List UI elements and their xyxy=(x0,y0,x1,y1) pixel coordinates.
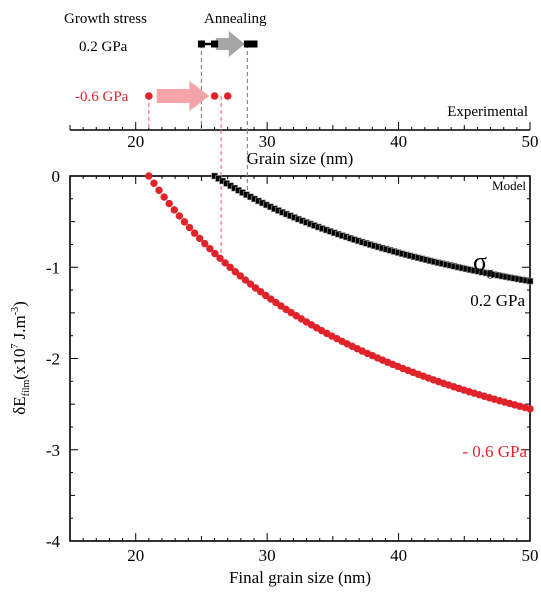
top-x-tick-label: 40 xyxy=(390,132,407,151)
annealing-label: Annealing xyxy=(204,11,267,27)
model-point-neg-0-6 xyxy=(526,405,534,413)
model-point-neg-0-6 xyxy=(241,276,250,284)
model-point-neg-0-6 xyxy=(231,268,239,276)
annealing-arrow xyxy=(215,31,245,57)
growth-stress-label: Growth stress xyxy=(64,11,147,27)
top-series-label-0-2: 0.2 GPa xyxy=(79,39,128,55)
bottom-x-tick-label: 50 xyxy=(522,546,539,565)
model-point-neg-0-6 xyxy=(226,263,234,272)
y-label-close: ) xyxy=(10,301,29,307)
bottom-x-tick-label: 30 xyxy=(259,546,276,565)
model-point-neg-0-6 xyxy=(246,280,255,288)
model-point-neg-0-6 xyxy=(206,244,214,253)
top-guide-lines xyxy=(148,44,249,130)
model-point-neg-0-6 xyxy=(256,288,265,296)
model-point-neg-0-6 xyxy=(251,284,260,292)
model-point-neg-0-6 xyxy=(180,218,189,226)
annealing-arrow xyxy=(156,81,210,111)
model-point-neg-0-6 xyxy=(236,272,245,280)
top-point xyxy=(145,92,153,100)
model-point-neg-0-6 xyxy=(145,172,153,180)
bottom-y-axis-label: δEfilm(x107 J.m-3) xyxy=(10,301,32,415)
y-label-base: δE xyxy=(10,396,29,414)
bottom-x-axis-label: Final grain size (nm) xyxy=(229,568,371,587)
model-point-neg-0-6 xyxy=(165,199,173,208)
bottom-y-tick-label: 0 xyxy=(52,167,61,186)
model-point-neg-0-6 xyxy=(195,234,204,243)
top-point xyxy=(223,92,232,100)
top-point xyxy=(210,92,219,100)
y-label-sup: 7 xyxy=(10,344,21,349)
model-point-neg-0-6 xyxy=(155,186,163,194)
bottom-series-label-neg-0-6: - 0.6 GPa xyxy=(462,442,527,461)
bottom-y-tick-label: -4 xyxy=(46,532,61,551)
bottom-guide-lines xyxy=(220,130,249,260)
top-panel: 20 30 40 50 Growth stress Annealing 0.2 GPa… xyxy=(64,11,539,168)
sigma-symbol: σ xyxy=(473,247,487,276)
y-label-unit-sup: -3 xyxy=(10,307,21,315)
model-point-neg-0-6 xyxy=(150,179,158,187)
bottom-data-points xyxy=(145,172,534,413)
bottom-x-tick-label: 20 xyxy=(127,546,144,565)
model-point-neg-0-6 xyxy=(216,254,224,262)
bottom-y-tick-label: -1 xyxy=(46,258,60,277)
bottom-axis-ticks: 20 30 40 50 0 -1 -2 -3 -4 xyxy=(46,167,539,565)
top-x-tick-label: 50 xyxy=(522,132,539,151)
model-point-neg-0-6 xyxy=(211,249,219,258)
bottom-series-label-0-2: 0.2 GPa xyxy=(470,291,525,310)
top-x-tick-label: 30 xyxy=(259,132,276,151)
bottom-x-tick-label: 40 xyxy=(390,546,407,565)
bottom-y-tick-label: -3 xyxy=(46,441,60,460)
model-point-0-2 xyxy=(526,277,534,285)
model-point-neg-0-6 xyxy=(175,212,184,220)
top-data-points xyxy=(145,40,258,100)
top-annealing-arrows xyxy=(156,31,245,111)
model-point-neg-0-6 xyxy=(170,206,178,214)
top-series-label-neg-0-6: -0.6 GPa xyxy=(75,89,129,105)
model-point-neg-0-6 xyxy=(221,259,229,267)
y-label-mid: (x10 xyxy=(10,349,29,380)
sigma-g-legend: σg xyxy=(473,247,494,279)
model-point-neg-0-6 xyxy=(190,229,199,237)
bottom-plot-frame xyxy=(69,175,531,542)
y-label-sub: film xyxy=(21,380,32,397)
y-label-unit: J.m xyxy=(10,315,29,343)
top-x-axis-label: Grain size (nm) xyxy=(247,149,354,168)
model-label: Model xyxy=(492,178,526,193)
top-x-tick-label: 20 xyxy=(127,132,144,151)
model-point-neg-0-6 xyxy=(160,193,168,201)
bottom-y-tick-label: -2 xyxy=(46,350,60,369)
model-point-neg-0-6 xyxy=(201,239,209,248)
model-point-neg-0-6 xyxy=(185,223,194,232)
top-x-ticks: 20 30 40 50 xyxy=(69,122,539,151)
experimental-label: Experimental xyxy=(447,104,528,120)
bottom-panel: 20 30 40 50 0 -1 -2 -3 -4 Model σg 0.2 GPa - 0.6… xyxy=(10,130,539,587)
sigma-subscript: g xyxy=(487,264,494,279)
